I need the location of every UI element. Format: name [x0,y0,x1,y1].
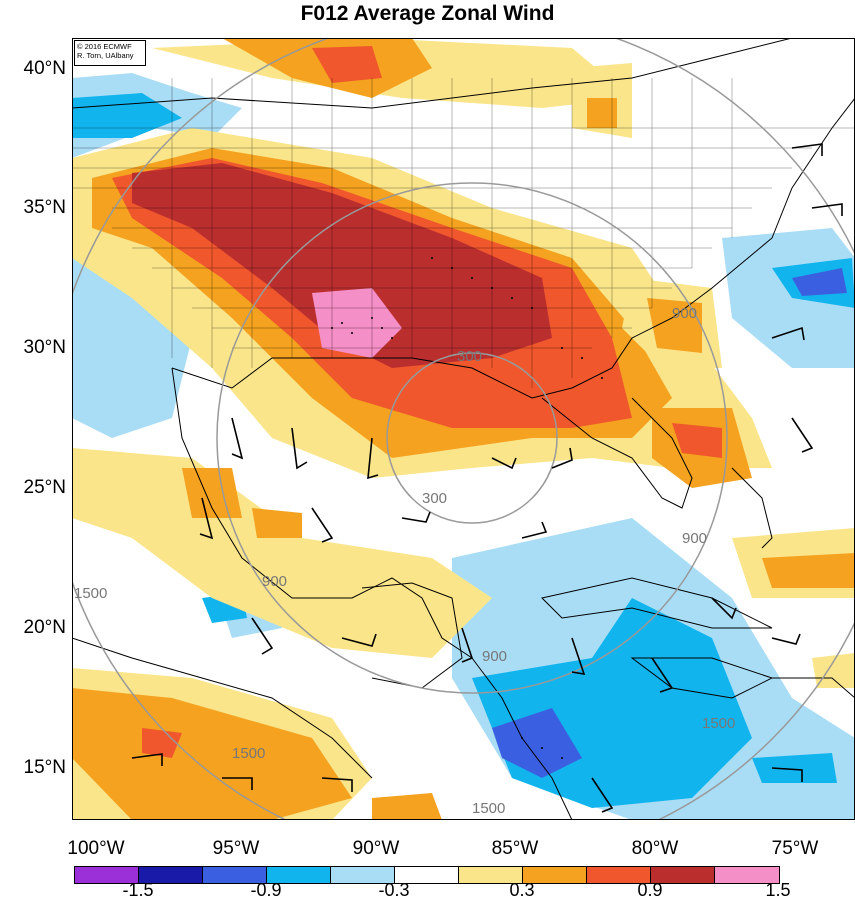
ring-label: 1500 [232,745,265,762]
lon-label: 95°W [212,838,260,859]
map-title: F012 Average Zonal Wind [300,2,555,25]
county-grid [72,78,855,388]
range-rings [72,38,855,820]
colorbar-label: 0.3 [509,880,535,900]
colorbar-swatch [267,867,331,883]
colorbar-label: 0.9 [637,880,663,900]
credit-line-1: © 2016 ECMWF [77,42,132,51]
map-panel: 300 300 900 900 900 900 1500 1500 1500 1… [72,38,855,820]
colorbar-label: -0.3 [378,880,410,900]
colorbar-label: -1.5 [122,880,154,900]
ring-label: 300 [422,490,447,507]
lat-label: 30°N [23,337,66,358]
ring-label: 900 [482,648,507,665]
colorbar-label: -0.9 [250,880,282,900]
lat-label: 25°N [23,477,66,498]
colorbar-swatch [587,867,651,883]
ring-label: 300 [457,348,482,365]
ring-label: 1500 [74,585,107,602]
colorbar-label: 1.5 [765,880,791,900]
credit-box: © 2016 ECMWF R. Torn, UAlbany [74,40,146,66]
ring-label: 900 [682,530,707,547]
lat-label: 35°N [23,197,66,218]
ring-label: 900 [672,305,697,322]
zonal-wind-map: 300 300 900 900 900 900 1500 1500 1500 1… [72,38,855,820]
ring-label: 900 [262,573,287,590]
colorbar-swatch [459,867,523,883]
colorbar-swatch [203,867,267,883]
colorbar-swatch [75,867,139,883]
credit-line-2: R. Torn, UAlbany [77,51,134,60]
lon-label: 90°W [352,838,400,859]
lat-label: 20°N [23,617,66,638]
lon-label: 75°W [771,838,819,859]
lat-label: 40°N [23,58,66,79]
colorbar-swatch [523,867,587,883]
lon-label: 100°W [67,838,125,859]
colorbar-swatch [331,867,395,883]
ring-label: 1500 [472,800,505,817]
colorbar-swatch [139,867,203,883]
colorbar-swatch [395,867,459,883]
wind-barbs [131,143,843,813]
colorbar [74,866,780,884]
range-ring-labels: 300 300 900 900 900 900 1500 1500 1500 1… [74,305,735,817]
lon-label: 80°W [631,838,679,859]
stippling [331,257,603,759]
colorbar-swatch [651,867,715,883]
wind-shading [72,38,855,820]
lat-label: 15°N [23,757,66,778]
colorbar-swatch [715,867,779,883]
lon-label: 85°W [491,838,539,859]
ring-label: 1500 [702,715,735,732]
